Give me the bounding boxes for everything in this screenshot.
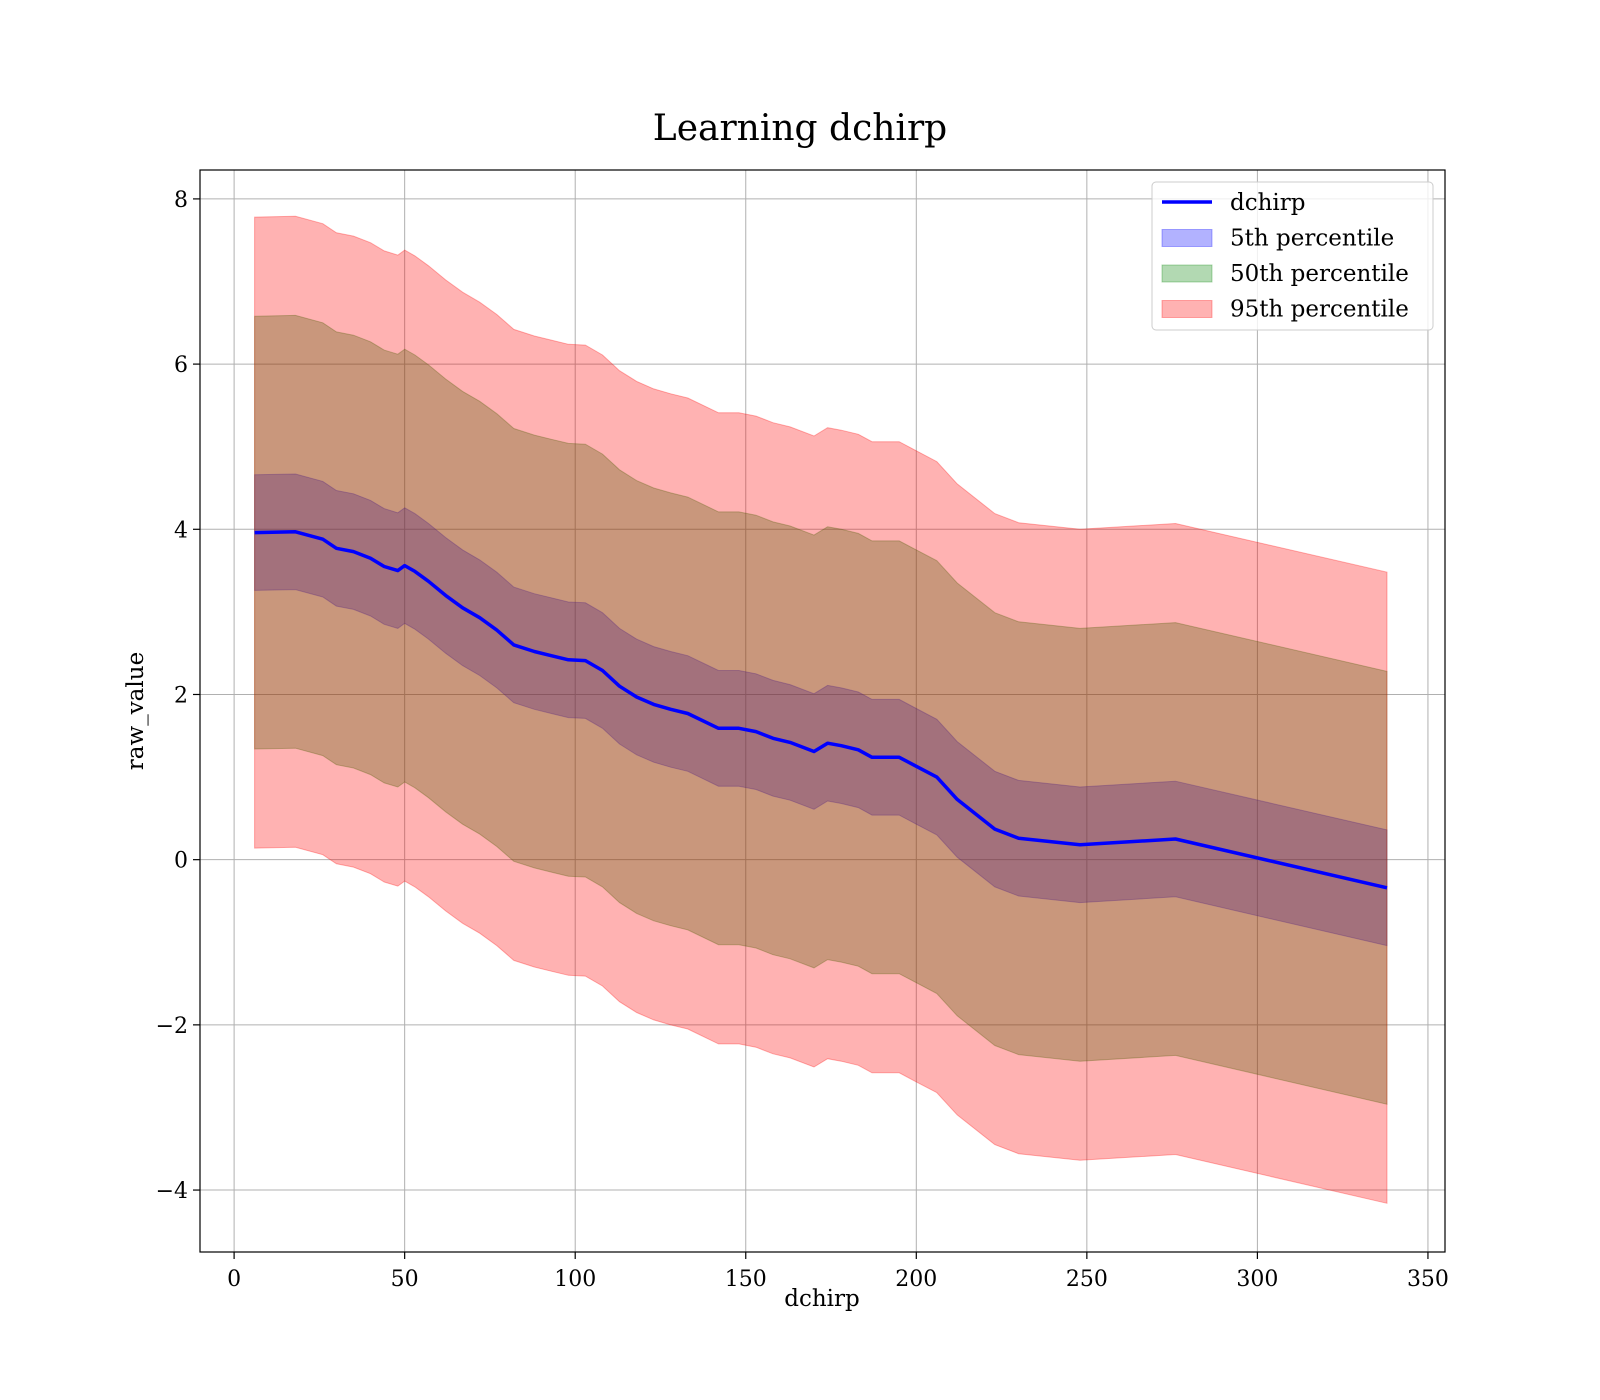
legend-label-dchirp: dchirp (1230, 190, 1306, 216)
y-tick-label: 4 (174, 518, 188, 543)
chart-title: Learning dchirp (653, 108, 947, 149)
legend: dchirp 5th percentile 50th percentile 95th … (1151, 181, 1434, 331)
x-tick-label: 300 (1236, 1267, 1278, 1292)
x-tick-label: 150 (725, 1267, 767, 1292)
legend-label-95th-percentile: 95th percentile (1230, 297, 1409, 323)
x-tick-label: 200 (895, 1267, 937, 1292)
x-tick-label: 50 (391, 1267, 419, 1292)
x-tick-label: 0 (227, 1267, 241, 1292)
y-tick-label: 6 (174, 353, 188, 378)
x-tick-label: 350 (1407, 1267, 1449, 1292)
y-tick-label: −4 (156, 1179, 188, 1204)
plot-frame (199, 169, 1446, 1253)
ticks: 0 50 100 150 200 250 300 350 −4 −2 0 2 4 6 8 (156, 188, 1449, 1292)
y-axis-label: raw_value (123, 652, 149, 770)
bands (254, 215, 1388, 1204)
y-tick-label: 0 (174, 849, 188, 874)
grid (200, 170, 1445, 1252)
band-50th-percentile (254, 314, 1388, 1105)
legend-label-5th-percentile: 5th percentile (1230, 226, 1394, 252)
legend-swatch-95th-percentile (1161, 300, 1213, 318)
legend-swatch-50th-percentile (1161, 264, 1213, 283)
y-tick-label: 8 (174, 188, 188, 213)
legend-label-50th-percentile: 50th percentile (1230, 261, 1409, 287)
band-95th-percentile (254, 215, 1388, 1204)
line-dchirp (254, 530, 1388, 890)
legend-swatch-5th-percentile (1161, 229, 1213, 247)
y-tick-label: 2 (174, 683, 188, 708)
x-tick-label: 250 (1066, 1267, 1108, 1292)
y-tick-label: −2 (156, 1014, 188, 1039)
lines (254, 530, 1388, 890)
legend-box (1151, 181, 1434, 331)
x-axis-label: dchirp (784, 1286, 860, 1312)
band-5th-percentile (254, 473, 1388, 947)
x-tick-label: 100 (554, 1267, 596, 1292)
